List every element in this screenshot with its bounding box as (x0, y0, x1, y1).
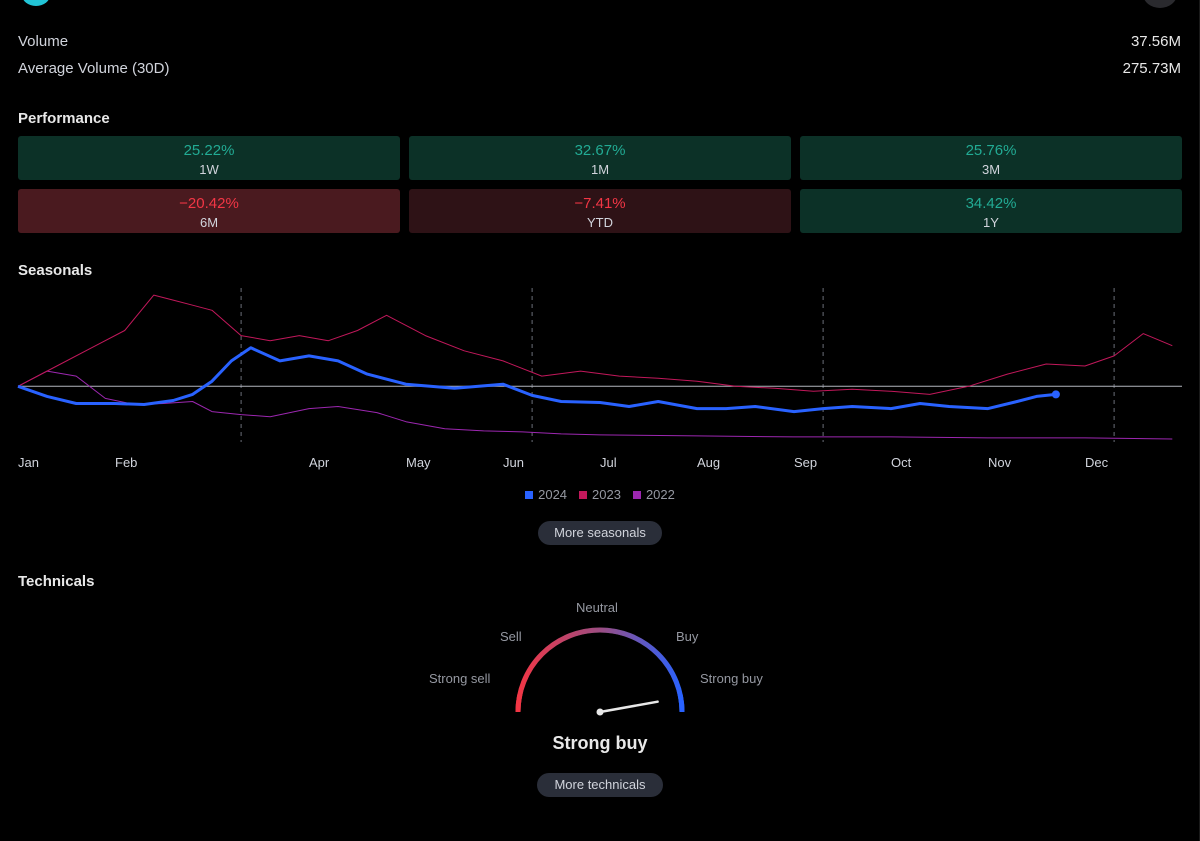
more-seasonals-button[interactable]: More seasonals (538, 521, 662, 545)
month-tick-jun: Jun (503, 455, 524, 470)
month-tick-oct: Oct (891, 455, 912, 470)
month-tick-dec: Dec (1085, 455, 1109, 470)
avg-volume-row: Average Volume (30D) 275.73M (18, 60, 1181, 77)
volume-label: Volume (18, 33, 69, 50)
perf-cell-3m[interactable]: 25.76% 3M (800, 136, 1182, 180)
seasonals-title: Seasonals (18, 262, 93, 279)
month-tick-jan: Jan (18, 455, 39, 470)
perf-label: 1M (590, 162, 610, 177)
perf-pct: −7.41% (574, 195, 626, 212)
month-tick-aug: Aug (697, 455, 721, 470)
gauge-label-buy: Buy (676, 629, 699, 644)
perf-label: YTD (587, 215, 613, 230)
gauge-needle (598, 700, 659, 714)
perf-cell-1y[interactable]: 34.42% 1Y (800, 189, 1182, 233)
month-tick-may: May (406, 455, 431, 470)
seasonals-legend: 2024 2023 2022 (0, 487, 1200, 502)
perf-pct: 25.22% (183, 142, 235, 159)
perf-cell-ytd[interactable]: −7.41% YTD (409, 189, 791, 233)
perf-label: 1Y (983, 215, 999, 230)
series-endpoint-2024 (1051, 390, 1060, 399)
volume-value: 37.56M (1130, 33, 1181, 50)
gauge-arc (515, 627, 685, 713)
legend-item-2024[interactable]: 2024 (525, 487, 567, 502)
perf-label: 1W (199, 162, 219, 177)
legend-item-2023[interactable]: 2023 (579, 487, 621, 502)
technicals-title: Technicals (18, 573, 95, 590)
gauge-segment-strong-buy (677, 694, 685, 713)
month-tick-apr: Apr (309, 455, 330, 470)
gauge-segment-strong-sell (515, 694, 523, 713)
seasonals-chart[interactable] (0, 280, 1200, 450)
gauge-label-strong-buy: Strong buy (700, 671, 763, 686)
perf-cell-1m[interactable]: 32.67% 1M (409, 136, 791, 180)
more-technicals-button[interactable]: More technicals (537, 773, 663, 797)
symbol-logo[interactable] (22, 0, 50, 6)
perf-pct: 25.76% (965, 142, 1017, 159)
perf-pct: 32.67% (574, 142, 626, 159)
perf-pct: −20.42% (179, 195, 239, 212)
perf-cell-6m[interactable]: −20.42% 6M (18, 189, 400, 233)
legend-item-2022[interactable]: 2022 (632, 487, 675, 502)
gauge-label-strong-sell: Strong sell (429, 671, 491, 686)
month-tick-nov: Nov (988, 455, 1012, 470)
series-line-2024 (17, 346, 1057, 414)
perf-label: 6M (199, 215, 219, 230)
gauge-label-sell: Sell (500, 629, 522, 644)
technicals-result: Strong buy (552, 733, 648, 753)
gauge-label-neutral: Neutral (576, 600, 618, 615)
avg-volume-value: 275.73M (1122, 60, 1181, 77)
month-tick-sep: Sep (794, 455, 818, 470)
perf-label: 3M (981, 162, 1001, 177)
gauge-track (515, 627, 685, 713)
technicals-gauge (515, 627, 685, 716)
avg-volume-label: Average Volume (30D) (18, 60, 170, 77)
performance-title: Performance (18, 110, 110, 127)
perf-pct: 34.42% (965, 195, 1017, 212)
month-tick-feb: Feb (115, 455, 138, 470)
volume-row: Volume 37.56M (18, 33, 1181, 50)
gauge-pivot (596, 708, 604, 716)
close-icon[interactable] (1143, 0, 1177, 8)
month-tick-jul: Jul (600, 455, 617, 470)
series-line-2023 (17, 294, 1173, 395)
perf-cell-1w[interactable]: 25.22% 1W (18, 136, 400, 180)
